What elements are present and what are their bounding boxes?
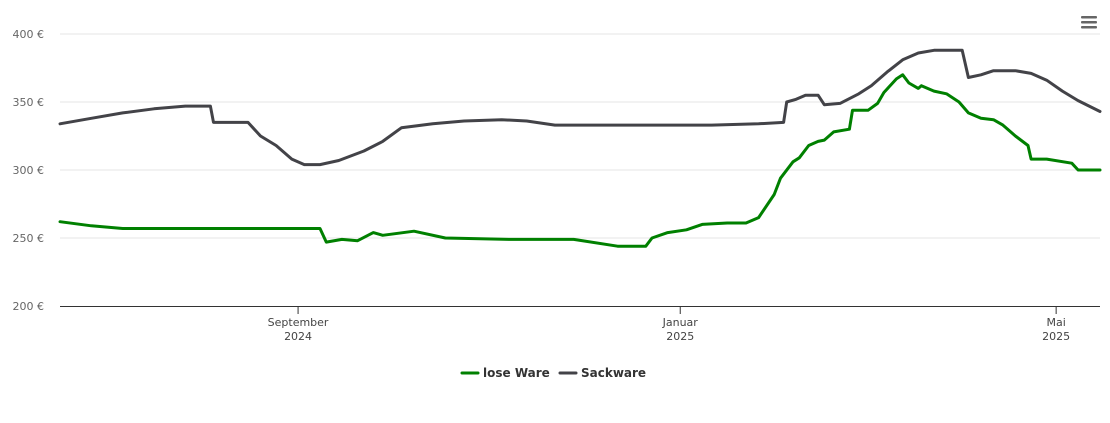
x-tick-label: 2025 [666,330,694,343]
x-tick-label: Januar [662,316,699,329]
grid-lines [60,33,1100,239]
y-axis-labels: 200 € 250 € 300 € 350 € 400 € [13,28,45,313]
legend-label: Sackware [581,366,646,380]
menu-icon-bar [1081,21,1097,24]
x-tick-label: Mai [1046,316,1065,329]
series-line-0[interactable] [58,73,1102,248]
y-tick-label: 400 € [13,28,45,41]
y-tick-label: 300 € [13,164,45,177]
y-tick-label: 250 € [13,232,45,245]
legend-label: lose Ware [483,366,550,380]
legend[interactable]: lose Ware Sackware [460,366,646,380]
y-tick-label: 350 € [13,96,45,109]
series-lines [58,48,1102,248]
legend-item[interactable]: lose Ware [460,366,550,380]
menu-icon-bar [1081,16,1097,19]
x-tick-label: 2024 [284,330,312,343]
y-tick-label: 200 € [13,300,45,313]
legend-item[interactable]: Sackware [558,366,646,380]
menu-button[interactable] [1080,14,1098,30]
x-tick-label: September [268,316,329,329]
menu-icon-bar [1081,26,1097,29]
series-line-1[interactable] [58,48,1102,167]
x-tick-label: 2025 [1042,330,1070,343]
